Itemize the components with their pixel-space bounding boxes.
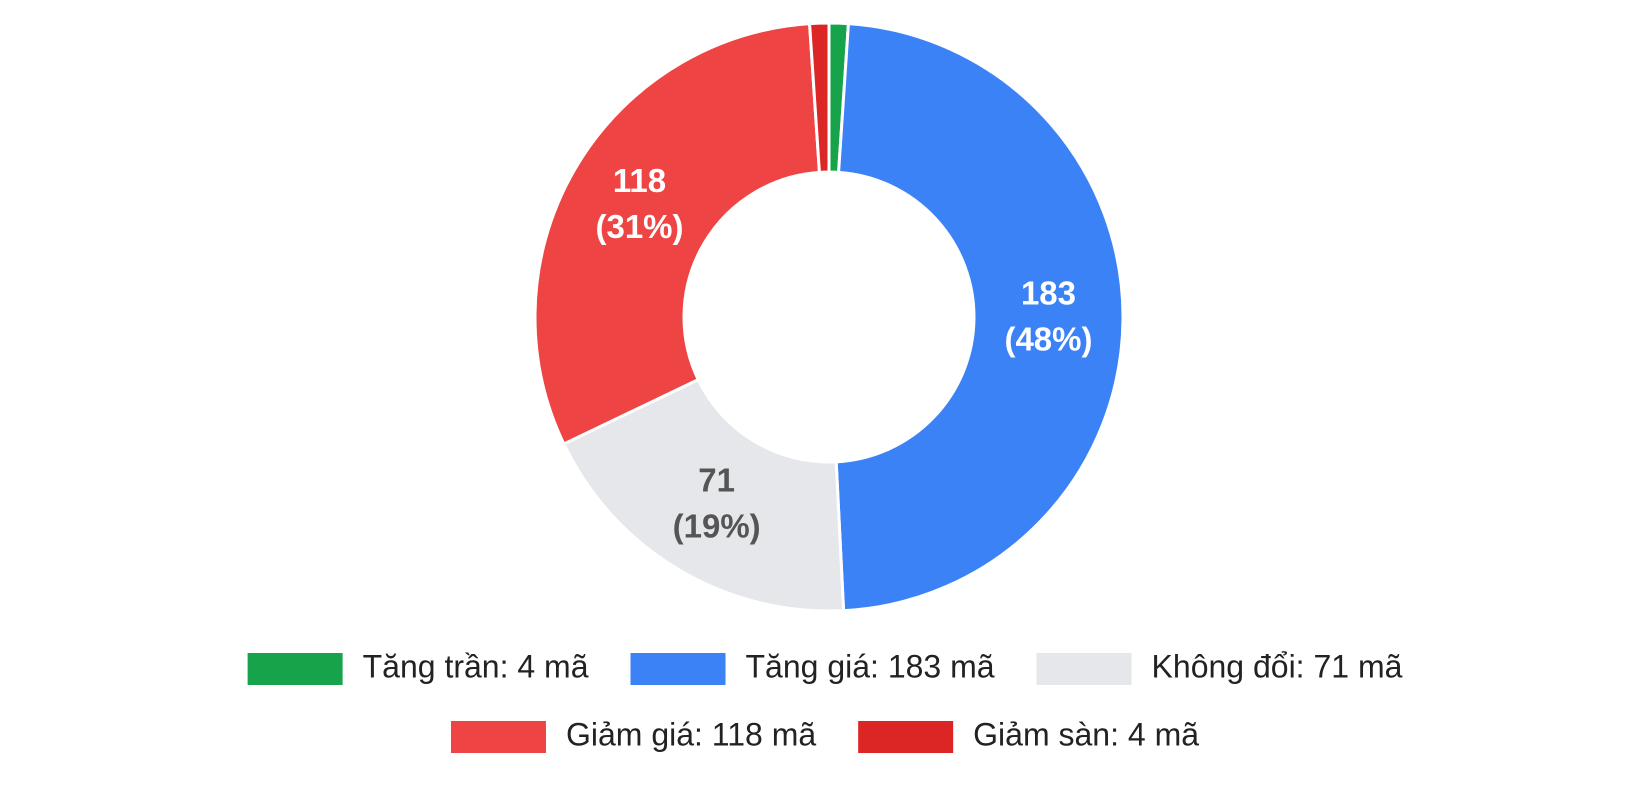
data-label: (48%)	[1004, 321, 1092, 358]
legend-label: Giảm sàn: 4 mã	[973, 716, 1199, 752]
slice	[834, 22, 1125, 613]
legend-label: Tăng trần: 4 mã	[363, 648, 589, 684]
legend-item[interactable]: Tăng trần: 4 mã	[247, 648, 589, 685]
data-label: (19%)	[673, 507, 761, 544]
slice	[807, 21, 831, 174]
slice	[561, 377, 846, 613]
legend-swatch	[450, 721, 546, 753]
data-label: 71	[698, 461, 735, 498]
legend-label: Giảm giá: 118 mã	[566, 716, 816, 752]
legend-swatch	[858, 721, 954, 753]
legend-swatch	[1036, 653, 1132, 685]
legend-label: Tăng giá: 183 mã	[746, 648, 995, 684]
legend-item[interactable]: Giảm giá: 118 mã	[450, 716, 816, 753]
data-label: 118	[613, 162, 666, 199]
data-label: (31%)	[595, 208, 683, 245]
legend-swatch	[247, 653, 343, 685]
data-label: 183	[1021, 275, 1076, 312]
legend-item[interactable]: Giảm sàn: 4 mã	[858, 716, 1199, 753]
legend-item[interactable]: Tăng giá: 183 mã	[630, 648, 995, 685]
legend-label: Không đổi: 71 mã	[1152, 648, 1403, 684]
legend-swatch	[630, 653, 726, 685]
legend-item[interactable]: Không đổi: 71 mã	[1036, 648, 1403, 685]
slice	[533, 22, 822, 446]
